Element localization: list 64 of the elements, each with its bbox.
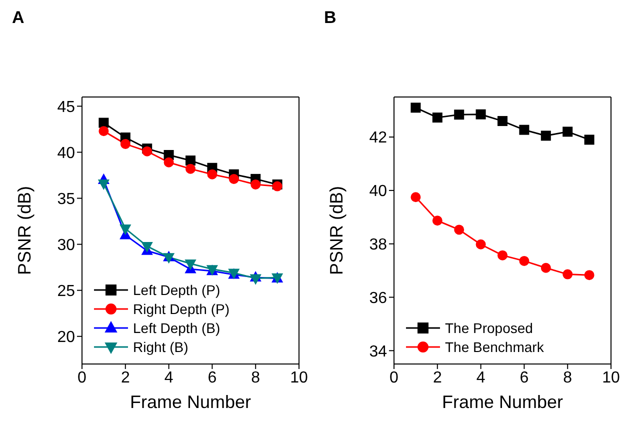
legend-label: Left Depth (B) xyxy=(133,320,220,336)
x-tick-label: 10 xyxy=(290,369,308,386)
y-tick-label: 40 xyxy=(369,183,388,200)
y-axis-title: PSNR (dB) xyxy=(14,186,34,276)
y-tick-label: 30 xyxy=(57,236,76,254)
point xyxy=(540,130,551,141)
x-tick-label: 0 xyxy=(390,369,399,386)
point xyxy=(98,118,109,128)
point xyxy=(476,239,486,250)
y-axis-title: PSNR (dB) xyxy=(326,186,346,276)
x-tick-label: 8 xyxy=(251,369,260,386)
point xyxy=(562,126,573,137)
y-tick-label: 40 xyxy=(57,144,76,162)
y-tick-label: 36 xyxy=(369,290,388,307)
chart-title: A xyxy=(12,8,24,28)
y-tick-label: 38 xyxy=(369,236,388,254)
point xyxy=(476,109,486,120)
point xyxy=(562,269,573,280)
point xyxy=(410,192,421,202)
legend-label: The Proposed xyxy=(445,320,533,336)
point xyxy=(454,224,464,235)
y-tick-label: 42 xyxy=(369,130,388,147)
point xyxy=(186,164,196,174)
y-tick-label: 45 xyxy=(57,98,76,116)
point xyxy=(250,179,261,190)
x-axis-title: Frame Number xyxy=(130,392,252,412)
point xyxy=(540,262,551,273)
x-tick-label: 6 xyxy=(520,369,529,386)
x-tick-label: 6 xyxy=(208,369,217,386)
point xyxy=(519,124,530,135)
x-tick-label: 10 xyxy=(602,369,620,386)
point xyxy=(584,270,594,280)
point xyxy=(186,156,196,166)
point xyxy=(454,110,464,120)
x-tick-label: 4 xyxy=(164,369,174,386)
point xyxy=(98,126,109,136)
legend-label: Right Depth (P) xyxy=(133,300,230,316)
legend-label: The Benchmark xyxy=(445,338,544,354)
x-tick-label: 0 xyxy=(78,369,87,386)
y-tick-label: 20 xyxy=(57,329,76,346)
chart-title: B xyxy=(324,8,336,28)
y-tick-label: 25 xyxy=(57,283,76,300)
x-tick-label: 2 xyxy=(120,369,130,386)
point xyxy=(120,138,130,149)
x-tick-label: 8 xyxy=(563,369,572,386)
point xyxy=(519,256,530,266)
x-axis-title: Frame Number xyxy=(442,392,564,412)
point xyxy=(142,146,152,156)
legend-label: Left Depth (P) xyxy=(133,282,220,298)
point xyxy=(498,250,508,260)
point xyxy=(98,179,110,190)
point xyxy=(498,116,508,126)
point xyxy=(584,134,594,145)
point xyxy=(432,112,442,123)
point xyxy=(207,169,218,180)
x-tick-label: 4 xyxy=(476,369,486,386)
point xyxy=(228,174,239,184)
y-tick-label: 35 xyxy=(57,190,76,208)
y-tick-label: 34 xyxy=(369,343,388,360)
point xyxy=(410,102,421,113)
legend-label: Right (B) xyxy=(133,338,188,354)
point xyxy=(164,157,174,168)
x-tick-label: 2 xyxy=(432,369,442,386)
point xyxy=(432,216,442,226)
